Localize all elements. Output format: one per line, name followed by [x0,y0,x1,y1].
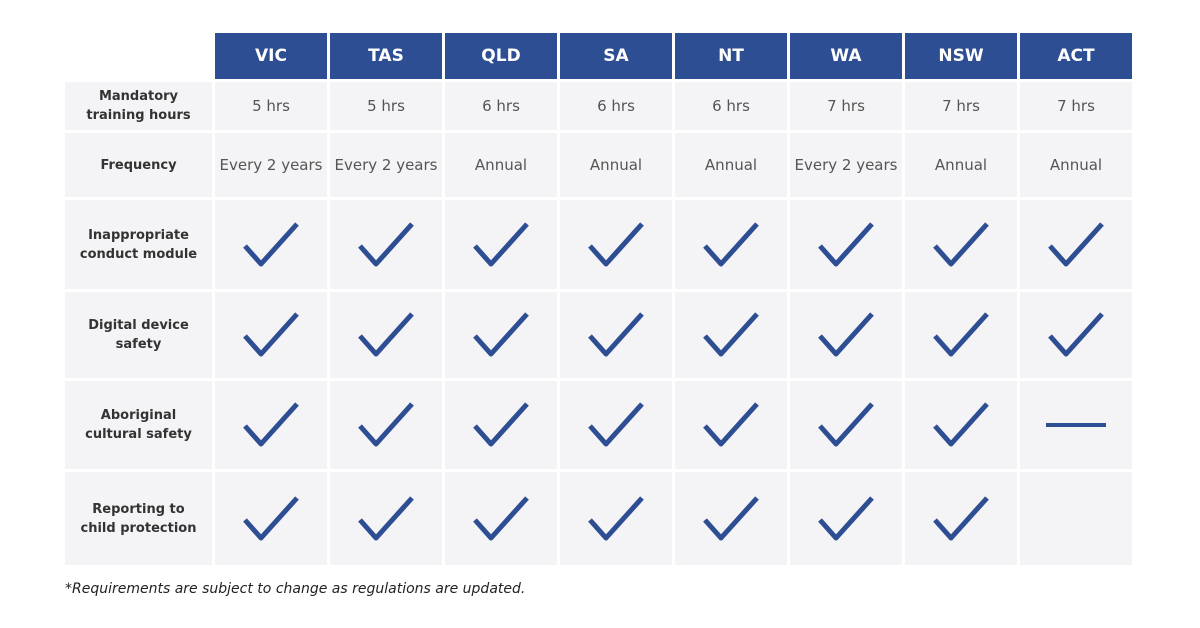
column-header: NSW [905,33,1017,79]
check-icon [818,221,874,266]
row-label: Inappropriate conduct module [65,200,212,289]
check-icon [588,312,644,357]
check-icon [358,402,414,447]
cell [905,200,1017,289]
column-header: SA [560,33,672,79]
cell [560,472,672,565]
column-header: NT [675,33,787,79]
check-icon [933,312,989,357]
cell-text: 7 hrs [1020,82,1132,130]
cell [790,381,902,469]
cell [215,200,327,289]
cell-text: 7 hrs [905,82,1017,130]
cell [215,472,327,565]
cell [445,381,557,469]
cell [1020,472,1132,565]
cell [330,292,442,378]
column-header: ACT [1020,33,1132,79]
row-label: Aboriginal cultural safety [65,381,212,469]
cell [560,200,672,289]
row-label: Reporting to child protection [65,472,212,565]
cell-text: Every 2 years [790,133,902,197]
check-icon [703,495,759,540]
check-icon [473,495,529,540]
check-icon [588,221,644,266]
cell [445,292,557,378]
check-icon [933,495,989,540]
cell-text: 5 hrs [215,82,327,130]
check-icon [1048,221,1104,266]
cell-text: 6 hrs [675,82,787,130]
column-header: WA [790,33,902,79]
cell-text: Every 2 years [215,133,327,197]
check-icon [473,221,529,266]
cell-text: Annual [675,133,787,197]
cell-text: 6 hrs [560,82,672,130]
check-icon [933,221,989,266]
cell [675,200,787,289]
check-icon [703,312,759,357]
cell-text: Annual [560,133,672,197]
cell [790,292,902,378]
cell-text: 6 hrs [445,82,557,130]
cell [1020,292,1132,378]
cell [445,200,557,289]
cell [905,292,1017,378]
cell [905,472,1017,565]
check-icon [358,312,414,357]
cell-text: Every 2 years [330,133,442,197]
check-icon [588,402,644,447]
column-header: VIC [215,33,327,79]
column-header: TAS [330,33,442,79]
check-icon [703,221,759,266]
cell [1020,381,1132,469]
check-icon [473,402,529,447]
cell [445,472,557,565]
check-icon [818,495,874,540]
check-icon [818,312,874,357]
cell [790,472,902,565]
check-icon [933,402,989,447]
check-icon [243,312,299,357]
row-label: Frequency [65,133,212,197]
cell [675,292,787,378]
cell [215,292,327,378]
row-label: Digital device safety [65,292,212,378]
cell-text: Annual [905,133,1017,197]
check-icon [473,312,529,357]
row-label: Mandatory training hours [65,82,212,130]
check-icon [588,495,644,540]
check-icon [358,221,414,266]
footnote: *Requirements are subject to change as r… [65,581,526,597]
check-icon [818,402,874,447]
cell-text: Annual [445,133,557,197]
column-header: QLD [445,33,557,79]
cell [905,381,1017,469]
check-icon [243,495,299,540]
check-icon [703,402,759,447]
cell [675,381,787,469]
cell [330,472,442,565]
check-icon [243,221,299,266]
cell [790,200,902,289]
check-icon [1048,312,1104,357]
cell [675,472,787,565]
cell [330,381,442,469]
cell [560,381,672,469]
cell-text: 7 hrs [790,82,902,130]
cell [330,200,442,289]
cell [1020,200,1132,289]
dash-icon [1046,423,1106,427]
cell [215,381,327,469]
check-icon [358,495,414,540]
cell-text: Annual [1020,133,1132,197]
check-icon [243,402,299,447]
cell [560,292,672,378]
cell-text: 5 hrs [330,82,442,130]
